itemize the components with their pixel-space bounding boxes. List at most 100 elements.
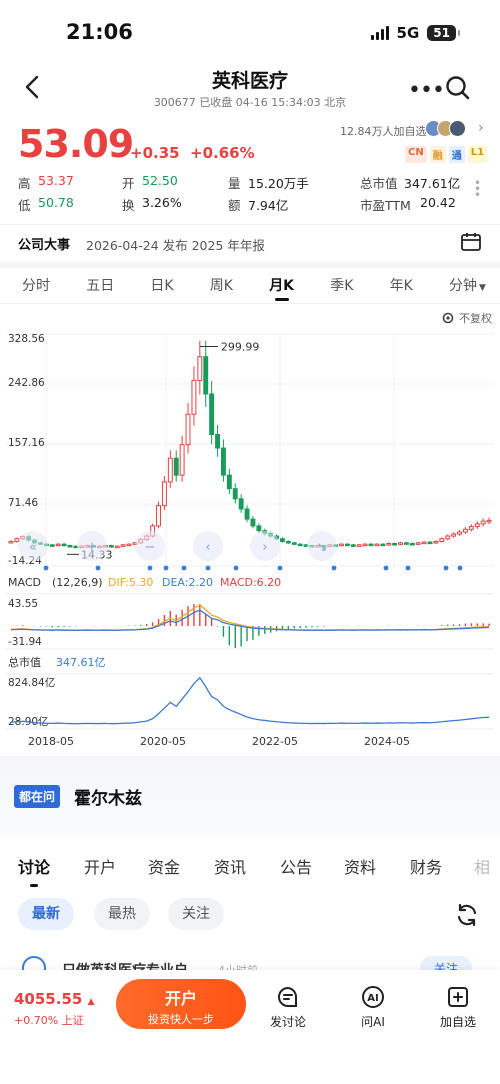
candle-body bbox=[226, 474, 232, 490]
macd-dea-value: DEA:2.20 bbox=[162, 576, 213, 589]
chevron-right-icon[interactable]: › bbox=[478, 120, 484, 136]
follower-count[interactable]: 12.84万人加自选 bbox=[340, 125, 427, 138]
event-title: 公司大事 bbox=[18, 238, 71, 253]
event-dot bbox=[95, 565, 101, 571]
chart-nav-button[interactable] bbox=[18, 531, 48, 561]
tab-discussion[interactable]: 讨论 bbox=[18, 854, 50, 887]
stat-value: 53.37 bbox=[38, 173, 74, 188]
index-name: 上证 bbox=[61, 1014, 84, 1027]
hot-question-banner[interactable]: 都在问 霍尔木兹 bbox=[0, 756, 500, 836]
ask-badge: 都在问 bbox=[14, 785, 61, 808]
chart-nav-button[interactable] bbox=[77, 531, 107, 561]
stat-label: 低 bbox=[18, 198, 31, 213]
chart-nav-button[interactable] bbox=[135, 531, 165, 561]
search-icon[interactable] bbox=[444, 74, 472, 102]
adjust-toggle[interactable]: 不复权 bbox=[441, 310, 492, 326]
stat-value: 20.42 bbox=[420, 195, 456, 210]
tab-news[interactable]: 资讯 bbox=[214, 858, 247, 877]
chart-nav-button[interactable] bbox=[307, 531, 337, 561]
stat-value: 50.78 bbox=[38, 195, 74, 210]
index-value: 4055.55 bbox=[14, 990, 83, 1008]
calendar-icon[interactable] bbox=[460, 232, 482, 252]
candle-body bbox=[49, 544, 55, 547]
tab-year-k[interactable]: 年K bbox=[389, 278, 413, 294]
event-dot bbox=[443, 565, 449, 571]
kline-axis-label: 157.16 bbox=[8, 437, 45, 449]
tab-week-k[interactable]: 周K bbox=[209, 278, 233, 294]
back-arrow-icon[interactable] bbox=[20, 74, 46, 100]
tab-related[interactable]: 相 bbox=[474, 858, 491, 877]
chart-nav-icon: « bbox=[29, 540, 37, 555]
expand-dots-icon[interactable]: • • • bbox=[474, 176, 482, 202]
ask-ai-label: 问AI bbox=[361, 1015, 385, 1029]
tab-month-k[interactable]: 月K bbox=[269, 268, 294, 304]
candle-body bbox=[285, 540, 291, 544]
tab-five-day[interactable]: 五日 bbox=[86, 278, 115, 294]
event-dot bbox=[383, 565, 389, 571]
open-account-sublabel: 投资快人一步 bbox=[148, 1013, 214, 1026]
post-discussion-button[interactable]: 发讨论 bbox=[258, 985, 318, 1030]
more-icon[interactable]: ••• bbox=[408, 78, 445, 103]
post-author[interactable]: 只做英科医疗专业户 bbox=[62, 963, 188, 974]
kline-axis-label: 242.86 bbox=[8, 377, 45, 389]
tag-level1[interactable]: L1 bbox=[467, 146, 488, 163]
tab-timeshare[interactable]: 分时 bbox=[22, 278, 50, 294]
tag-margin[interactable]: 融 bbox=[429, 146, 446, 163]
tab-financials[interactable]: 财务 bbox=[410, 858, 443, 877]
candle-body bbox=[474, 523, 480, 528]
tab-day-k[interactable]: 日K bbox=[150, 278, 174, 294]
price-change: +0.35 +0.66% bbox=[130, 144, 255, 162]
tab-open-account[interactable]: 开户 bbox=[84, 858, 117, 877]
add-watchlist-button[interactable]: 加自选 bbox=[428, 985, 488, 1030]
refresh-icon[interactable] bbox=[454, 902, 480, 928]
company-event-bar[interactable]: 公司大事 2026-04-24 发布 2025 年年报 bbox=[0, 224, 500, 260]
candle-body bbox=[386, 543, 392, 546]
status-indicators: 5G 51 bbox=[370, 24, 460, 42]
event-dot bbox=[457, 565, 463, 571]
tag-connect[interactable]: 通 bbox=[448, 146, 465, 163]
macd-dea-line bbox=[10, 609, 490, 631]
event-dot bbox=[205, 565, 211, 571]
tag-cn[interactable]: CN bbox=[405, 146, 427, 163]
change-percent: +0.66% bbox=[190, 144, 255, 162]
candle-body bbox=[468, 526, 474, 530]
last-price: 53.09 bbox=[18, 122, 134, 166]
market-status: 已收盘 04-16 15:34:03 北京 bbox=[199, 96, 347, 109]
candle-body bbox=[433, 540, 439, 544]
tab-minute[interactable]: 分钟 ▼ bbox=[449, 268, 486, 304]
post-discussion-label: 发讨论 bbox=[269, 1015, 306, 1029]
follower-avatars[interactable] bbox=[425, 120, 466, 137]
tab-announcements[interactable]: 公告 bbox=[280, 858, 313, 877]
macd-axis-bottom: -31.94 bbox=[8, 636, 42, 648]
filter-hot[interactable]: 最热 bbox=[94, 898, 150, 930]
ask-ai-button[interactable]: AI 问AI bbox=[343, 985, 403, 1030]
filter-latest[interactable]: 最新 bbox=[18, 898, 74, 930]
index-widget[interactable]: 4055.55 ▲ bbox=[14, 990, 94, 1008]
chart-nav-button[interactable] bbox=[250, 531, 280, 561]
open-account-button[interactable]: 开户 投资快人一步 bbox=[116, 979, 246, 1029]
candle-body bbox=[120, 544, 126, 547]
section-divider bbox=[0, 262, 500, 268]
chart-nav-button[interactable] bbox=[193, 531, 223, 561]
stock-chart-svg[interactable]: 328.56242.86157.1671.46-14.24299.9914.33… bbox=[0, 304, 500, 750]
index-change: +0.70% bbox=[14, 1014, 59, 1027]
filter-following[interactable]: 关注 bbox=[168, 898, 224, 930]
candle-body bbox=[215, 434, 220, 449]
chart-area[interactable]: 不复权 328.56242.86157.1671.46-14.24299.991… bbox=[0, 304, 500, 750]
mcap-title: 总市值 bbox=[8, 655, 41, 669]
stat-label: 高 bbox=[18, 176, 31, 191]
event-dot bbox=[233, 565, 239, 571]
candle-body bbox=[380, 543, 386, 547]
adjust-label: 不复权 bbox=[459, 312, 492, 325]
candle-body bbox=[173, 457, 179, 476]
candle-body bbox=[350, 544, 356, 547]
candle-body bbox=[374, 543, 380, 547]
tab-funds[interactable]: 资金 bbox=[148, 858, 181, 877]
avatar[interactable] bbox=[22, 956, 46, 974]
tab-profile[interactable]: 资料 bbox=[344, 858, 377, 877]
tab-quarter-k[interactable]: 季K bbox=[330, 278, 354, 294]
content-tabs: 讨论 开户 资金 资讯 公告 资料 财务 相 bbox=[0, 844, 500, 888]
candle-body bbox=[280, 538, 285, 542]
candle-body bbox=[179, 444, 185, 476]
mcap-axis-top: 824.84亿 bbox=[8, 676, 55, 689]
